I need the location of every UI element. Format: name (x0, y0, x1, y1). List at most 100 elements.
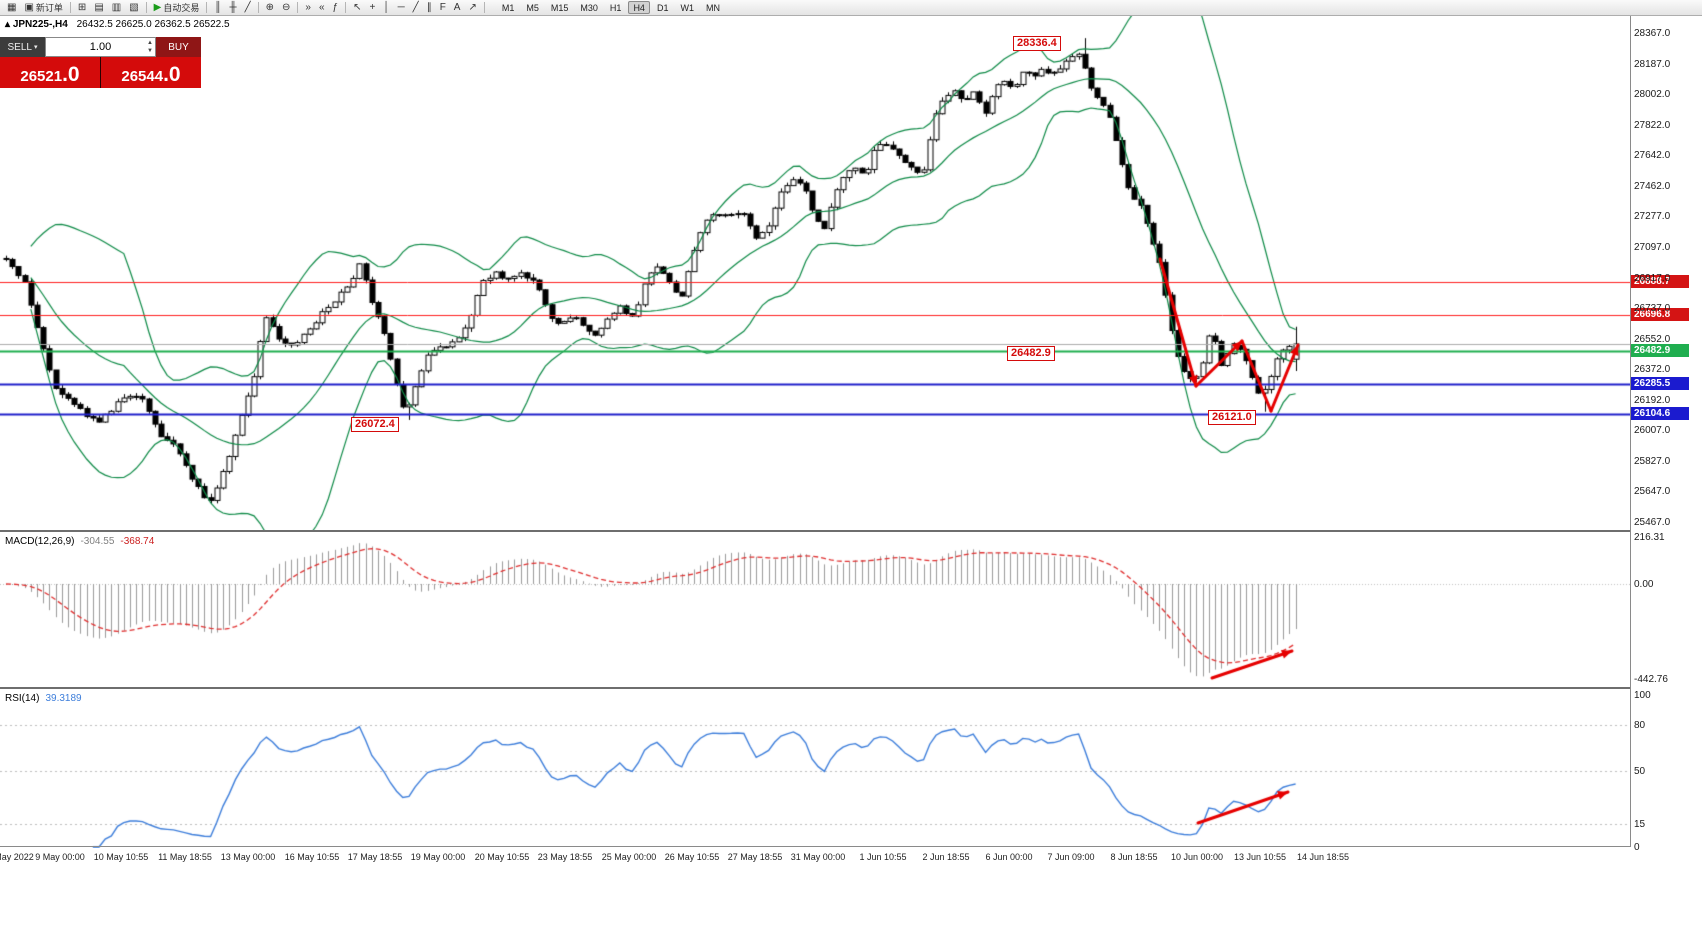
price-line-badge: 26285.5 (1631, 376, 1689, 390)
volume-stepper[interactable]: ▲ ▼ (147, 39, 153, 55)
timeframe-button-h1[interactable]: H1 (609, 2, 622, 13)
ohlc-values: 26432.5 26625.0 26362.5 26522.5 (76, 19, 230, 30)
autotrading-button[interactable]: ▶ 自动交易 (150, 1, 204, 15)
sell-button[interactable]: SELL ▾ (0, 37, 45, 57)
chart-shift-icon: « (318, 1, 325, 13)
rsi-axis-label: 100 (1634, 690, 1651, 701)
volume-value: 1.00 (89, 41, 112, 53)
vertical-line-button[interactable]: │ (379, 1, 393, 15)
price-axis-label: 26552.0 (1634, 333, 1671, 345)
data-window-button[interactable]: ▤ (90, 1, 107, 15)
rsi-value: 39.3189 (45, 693, 82, 704)
timeframe-button-mn[interactable]: MN (705, 2, 720, 13)
rsi-axis-label: 50 (1634, 766, 1646, 777)
indicators-icon: ƒ (332, 1, 339, 13)
buy-price-button[interactable]: 26544 .0 (101, 57, 201, 88)
indicators-button[interactable]: ƒ (329, 1, 343, 15)
time-axis-label: 27 May 18:55 (727, 852, 783, 862)
text-label-icon: A (453, 1, 461, 13)
macd-axis-label: -442.76 (1634, 674, 1668, 686)
spinner-up-icon[interactable]: ▲ (147, 40, 153, 46)
toolbar-separator (145, 2, 147, 13)
chart-shift-button[interactable]: « (315, 1, 329, 15)
fibonacci-button[interactable]: F (436, 1, 450, 15)
zoom-out-button[interactable]: ⊖ (278, 1, 294, 15)
buy-price-frac: .0 (163, 63, 181, 86)
price-axis-label: 27462.0 (1634, 180, 1671, 192)
horizontal-line-button[interactable]: ─ (394, 1, 409, 15)
price-axis-label: 27277.0 (1634, 211, 1671, 223)
bar-chart-button[interactable]: ║ (210, 1, 225, 15)
price-callout[interactable]: 26121.0 (1208, 410, 1256, 425)
zoom-in-button[interactable]: ⊕ (262, 1, 278, 15)
price-callout[interactable]: 26482.9 (1007, 346, 1055, 361)
timeframe-button-m1[interactable]: M1 (501, 2, 515, 13)
auto-scroll-icon: » (305, 1, 311, 13)
timeframe-button-w1[interactable]: W1 (680, 2, 694, 13)
market-watch-icon: ⊞ (77, 1, 87, 13)
sell-price-button[interactable]: 26521 .0 (0, 57, 100, 88)
candlestick-chart-icon: ╫ (229, 1, 237, 13)
price-axis-label: 25827.0 (1634, 455, 1671, 467)
crosshair-button[interactable]: + (365, 1, 379, 15)
symbol-timeframe-label: JPN225-,H4 (12, 19, 68, 30)
price-axis[interactable] (1630, 16, 1702, 847)
new-order-button-label: 新订单 (35, 3, 63, 13)
navigator-icon: ▥ (111, 1, 122, 13)
time-axis-label: 9 May 00:00 (35, 852, 85, 862)
terminal-button[interactable]: ▧ (125, 1, 142, 15)
trendline-button[interactable]: ╱ (409, 1, 423, 15)
timeframe-button-h4[interactable]: H4 (628, 1, 650, 14)
time-axis-label: 16 May 10:55 (284, 852, 340, 862)
rsi-pane-canvas[interactable] (0, 689, 1630, 848)
price-axis-label: 28367.0 (1634, 28, 1671, 39)
cursor-button[interactable]: ↖ (349, 1, 365, 15)
time-axis-label: 1 Jun 10:55 (859, 852, 907, 862)
price-callout[interactable]: 28336.4 (1013, 36, 1061, 51)
buy-button[interactable]: BUY (156, 37, 201, 57)
rsi-label: RSI(14) 39.3189 (5, 693, 82, 704)
chevron-down-icon: ▾ (33, 44, 38, 51)
rsi-pane-separator[interactable] (0, 687, 1702, 689)
price-axis-label: 28187.0 (1634, 58, 1671, 70)
timeframe-button-m30[interactable]: M30 (580, 2, 598, 13)
time-axis-separator (0, 846, 1702, 847)
price-axis-label: 26917.0 (1634, 272, 1671, 284)
price-callout[interactable]: 26072.4 (351, 417, 399, 432)
text-label-button[interactable]: A (450, 1, 465, 15)
channel-button[interactable]: ∥ (423, 1, 436, 15)
new-chart-button[interactable]: ▦ (3, 1, 20, 15)
arrow-tool-button[interactable]: ↗ (464, 1, 480, 15)
macd-pane-canvas[interactable] (0, 532, 1630, 687)
price-axis-label: 26007.0 (1634, 425, 1671, 437)
spinner-down-icon[interactable]: ▼ (147, 48, 153, 54)
auto-scroll-button[interactable]: » (301, 1, 315, 15)
time-axis-label: 10 May 10:55 (93, 852, 149, 862)
macd-axis-label: 0.00 (1634, 579, 1654, 590)
toolbar-separator (206, 2, 208, 13)
time-axis-label: 7 Jun 09:00 (1047, 852, 1095, 862)
macd-pane-separator[interactable] (0, 530, 1702, 532)
rsi-axis-label: 15 (1634, 819, 1646, 831)
crosshair-icon: + (369, 1, 376, 13)
toolbar-separator (345, 2, 347, 13)
price-line-badge: 26104.6 (1631, 407, 1689, 421)
timeframe-button-m15[interactable]: M15 (550, 2, 569, 13)
timeframe-button-d1[interactable]: D1 (656, 2, 669, 13)
new-order-button[interactable]: ▣ 新订单 (20, 1, 66, 15)
line-chart-button[interactable]: ╱ (241, 1, 255, 15)
new-order-icon: ▣ (24, 1, 34, 13)
time-axis-label: 14 Jun 18:55 (1296, 852, 1350, 862)
price-chart-canvas[interactable] (0, 16, 1630, 532)
zoom-out-icon: ⊖ (282, 1, 291, 13)
market-watch-button[interactable]: ⊞ (74, 1, 90, 15)
navigator-button[interactable]: ▥ (108, 1, 125, 15)
timeframe-button-m5[interactable]: M5 (526, 2, 539, 13)
volume-field[interactable]: 1.00 ▲ ▼ (45, 37, 156, 57)
macd-main-value: -304.55 (80, 536, 115, 547)
time-axis-label: 17 May 18:55 (347, 852, 403, 862)
candlestick-chart-button[interactable]: ╫ (225, 1, 240, 15)
price-axis-label: 26737.0 (1634, 303, 1671, 315)
timeframe-bar: M1 M5 M15 M30 H1 H4 D1 W1 MN (496, 1, 726, 14)
